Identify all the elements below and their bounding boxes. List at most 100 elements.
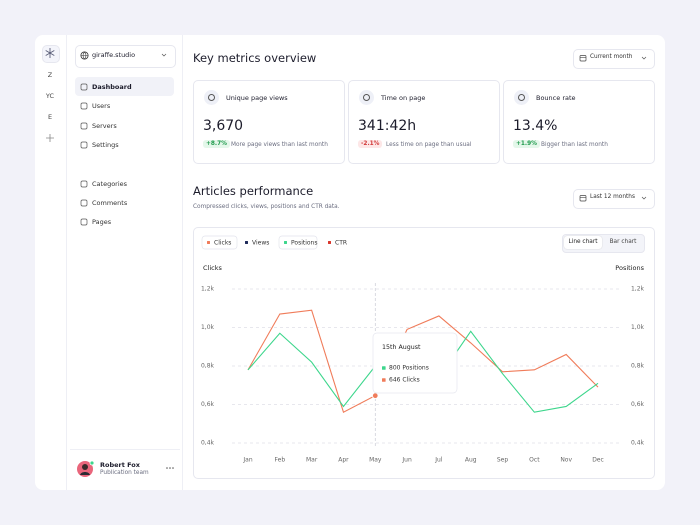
x-tick-label: Aug [465,457,477,464]
metric-note: Less time on page than usual [386,142,472,148]
nav-icon [80,83,88,91]
section-title: Key metrics overview [193,51,317,65]
nav-icon [80,199,88,207]
legend-label: Positions [291,240,318,247]
section-title: Articles performance [193,184,314,198]
x-tick-label: Sep [497,457,509,464]
x-tick-label: Apr [338,457,349,464]
globe-icon [80,51,89,60]
x-tick-label: Jul [434,457,443,464]
chevron [641,196,647,200]
metric-value: 341:42h [358,118,417,134]
calendar-icon [579,195,587,202]
metric-note: More page views than last month [231,142,328,148]
tooltip-swatch [382,378,386,382]
tooltip-swatch [382,366,386,370]
y2-axis-label: Positions [615,264,644,272]
x-tick-label: Dec [592,457,604,464]
nav-icon [80,122,88,130]
hover-marker [372,392,379,399]
y2-tick-label: 1,0k [631,324,645,331]
y2-tick-label: 0,6k [631,401,645,408]
tooltip-item: 646 Clicks [389,377,420,384]
toggle-active-bg [564,236,602,249]
rail-item[interactable]: Z [47,71,53,79]
x-tick-label: Oct [529,457,540,464]
y2-tick-label: 1,2k [631,286,645,293]
more-icon[interactable] [165,466,175,470]
legend-label: Clicks [214,240,231,247]
x-tick-label: Nov [560,457,572,464]
divider [70,449,180,450]
tooltip-title: 15th August [382,344,421,351]
tooltip-item: 800 Positions [389,365,429,372]
legend-label: CTR [335,240,347,247]
x-tick-label: Jun [401,457,412,464]
y-tick-label: 0,8k [201,363,215,370]
nav-item[interactable]: Categories [92,180,128,188]
chevron [641,56,647,60]
y2-tick-label: 0,8k [631,363,645,370]
divider [66,35,67,490]
nav-item[interactable]: Servers [92,122,117,130]
legend-label: Views [252,240,269,247]
toggle-option[interactable]: Bar chart [609,239,637,245]
nav-active-bg [75,77,174,96]
period-select[interactable] [573,49,655,69]
series-line [247,309,599,413]
metric-value: 13.4% [513,118,558,134]
toggle-option[interactable]: Line chart [568,239,598,245]
nav-icon [80,102,88,110]
section-subtitle: Compressed clicks, views, positions and … [193,204,340,210]
y-tick-label: 0,6k [201,401,215,408]
workspace-select[interactable] [75,45,176,68]
y2-tick-label: 0,4k [631,440,645,447]
add-icon[interactable] [45,133,55,143]
nav-item[interactable]: Settings [92,141,119,149]
metric-note: Bigger than last month [541,142,608,148]
nav-item[interactable]: Dashboard [92,83,132,91]
x-tick-label: May [369,457,382,464]
legend-swatch [245,241,248,244]
logo-icon [45,48,55,58]
user-role: Publication team [100,470,149,476]
nav-icon [80,180,88,188]
metric-change: +1.9% [513,140,540,148]
nav-item[interactable]: Users [92,102,111,110]
y-tick-label: 1,2k [201,286,215,293]
legend-active-bg [278,235,318,250]
tooltip [372,332,458,394]
workspace-name: giraffe.studio [92,51,136,59]
legend-swatch [328,241,331,244]
x-tick-label: Mar [306,457,318,464]
metric-label: Time on page [381,94,426,102]
y-tick-label: 0,4k [201,440,215,447]
divider [182,35,183,490]
rail-item[interactable]: E [47,113,53,121]
avatar[interactable] [77,460,95,478]
y-axis-label: Clicks [203,264,222,272]
legend-active-bg [201,235,238,250]
metric-change: -2.1% [358,140,383,148]
metric-value: 3,670 [203,118,244,134]
legend-swatch [284,241,287,244]
x-tick-label: Feb [275,457,286,464]
period-select[interactable] [573,189,655,209]
nav-icon [80,141,88,149]
metric-label: Bounce rate [536,94,576,102]
metric-label: Unique page views [226,94,288,102]
nav-item[interactable]: Comments [92,199,128,207]
y-tick-label: 1,0k [201,324,215,331]
calendar-icon [579,55,587,62]
nav-item[interactable]: Pages [92,218,112,226]
period-label: Last 12 months [590,194,635,200]
legend-swatch [207,241,210,244]
metric-change: +8.7% [203,140,230,148]
rail-item[interactable]: YC [45,92,55,100]
period-label: Current month [590,54,633,60]
nav-icon [80,218,88,226]
chevron [161,53,167,57]
user-name: Robert Fox [100,461,140,469]
